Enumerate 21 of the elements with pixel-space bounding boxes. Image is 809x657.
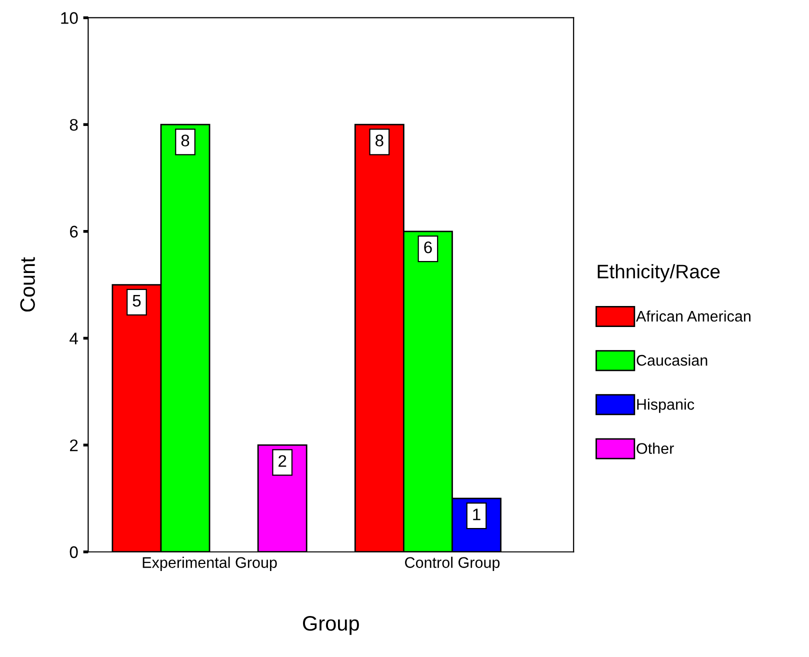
y-tick-label: 4 xyxy=(70,332,78,344)
y-tick-label: 6 xyxy=(70,226,78,238)
x-tick-label: Experimental Group xyxy=(142,556,277,571)
data-label: 8 xyxy=(181,134,190,146)
x-tick-label: Control Group xyxy=(405,556,500,571)
x-axis-title: Group xyxy=(302,616,359,635)
data-label: 1 xyxy=(473,508,480,520)
legend-label: Caucasian xyxy=(636,354,708,366)
data-label: 5 xyxy=(132,295,141,307)
data-label: 8 xyxy=(376,134,384,146)
data-label: 6 xyxy=(424,241,432,254)
y-axis-title: Count xyxy=(20,257,35,312)
y-tick-label: 2 xyxy=(70,439,78,452)
legend-label: African American xyxy=(636,310,750,322)
data-label: 2 xyxy=(278,455,286,467)
legend-label: Other xyxy=(636,442,674,454)
legend-title: Ethnicity/Race xyxy=(598,264,720,282)
y-tick-label: 8 xyxy=(70,118,78,131)
y-tick-label: 0 xyxy=(70,546,78,558)
legend-label: Hispanic xyxy=(637,398,694,413)
y-tick-label: 10 xyxy=(61,12,78,24)
